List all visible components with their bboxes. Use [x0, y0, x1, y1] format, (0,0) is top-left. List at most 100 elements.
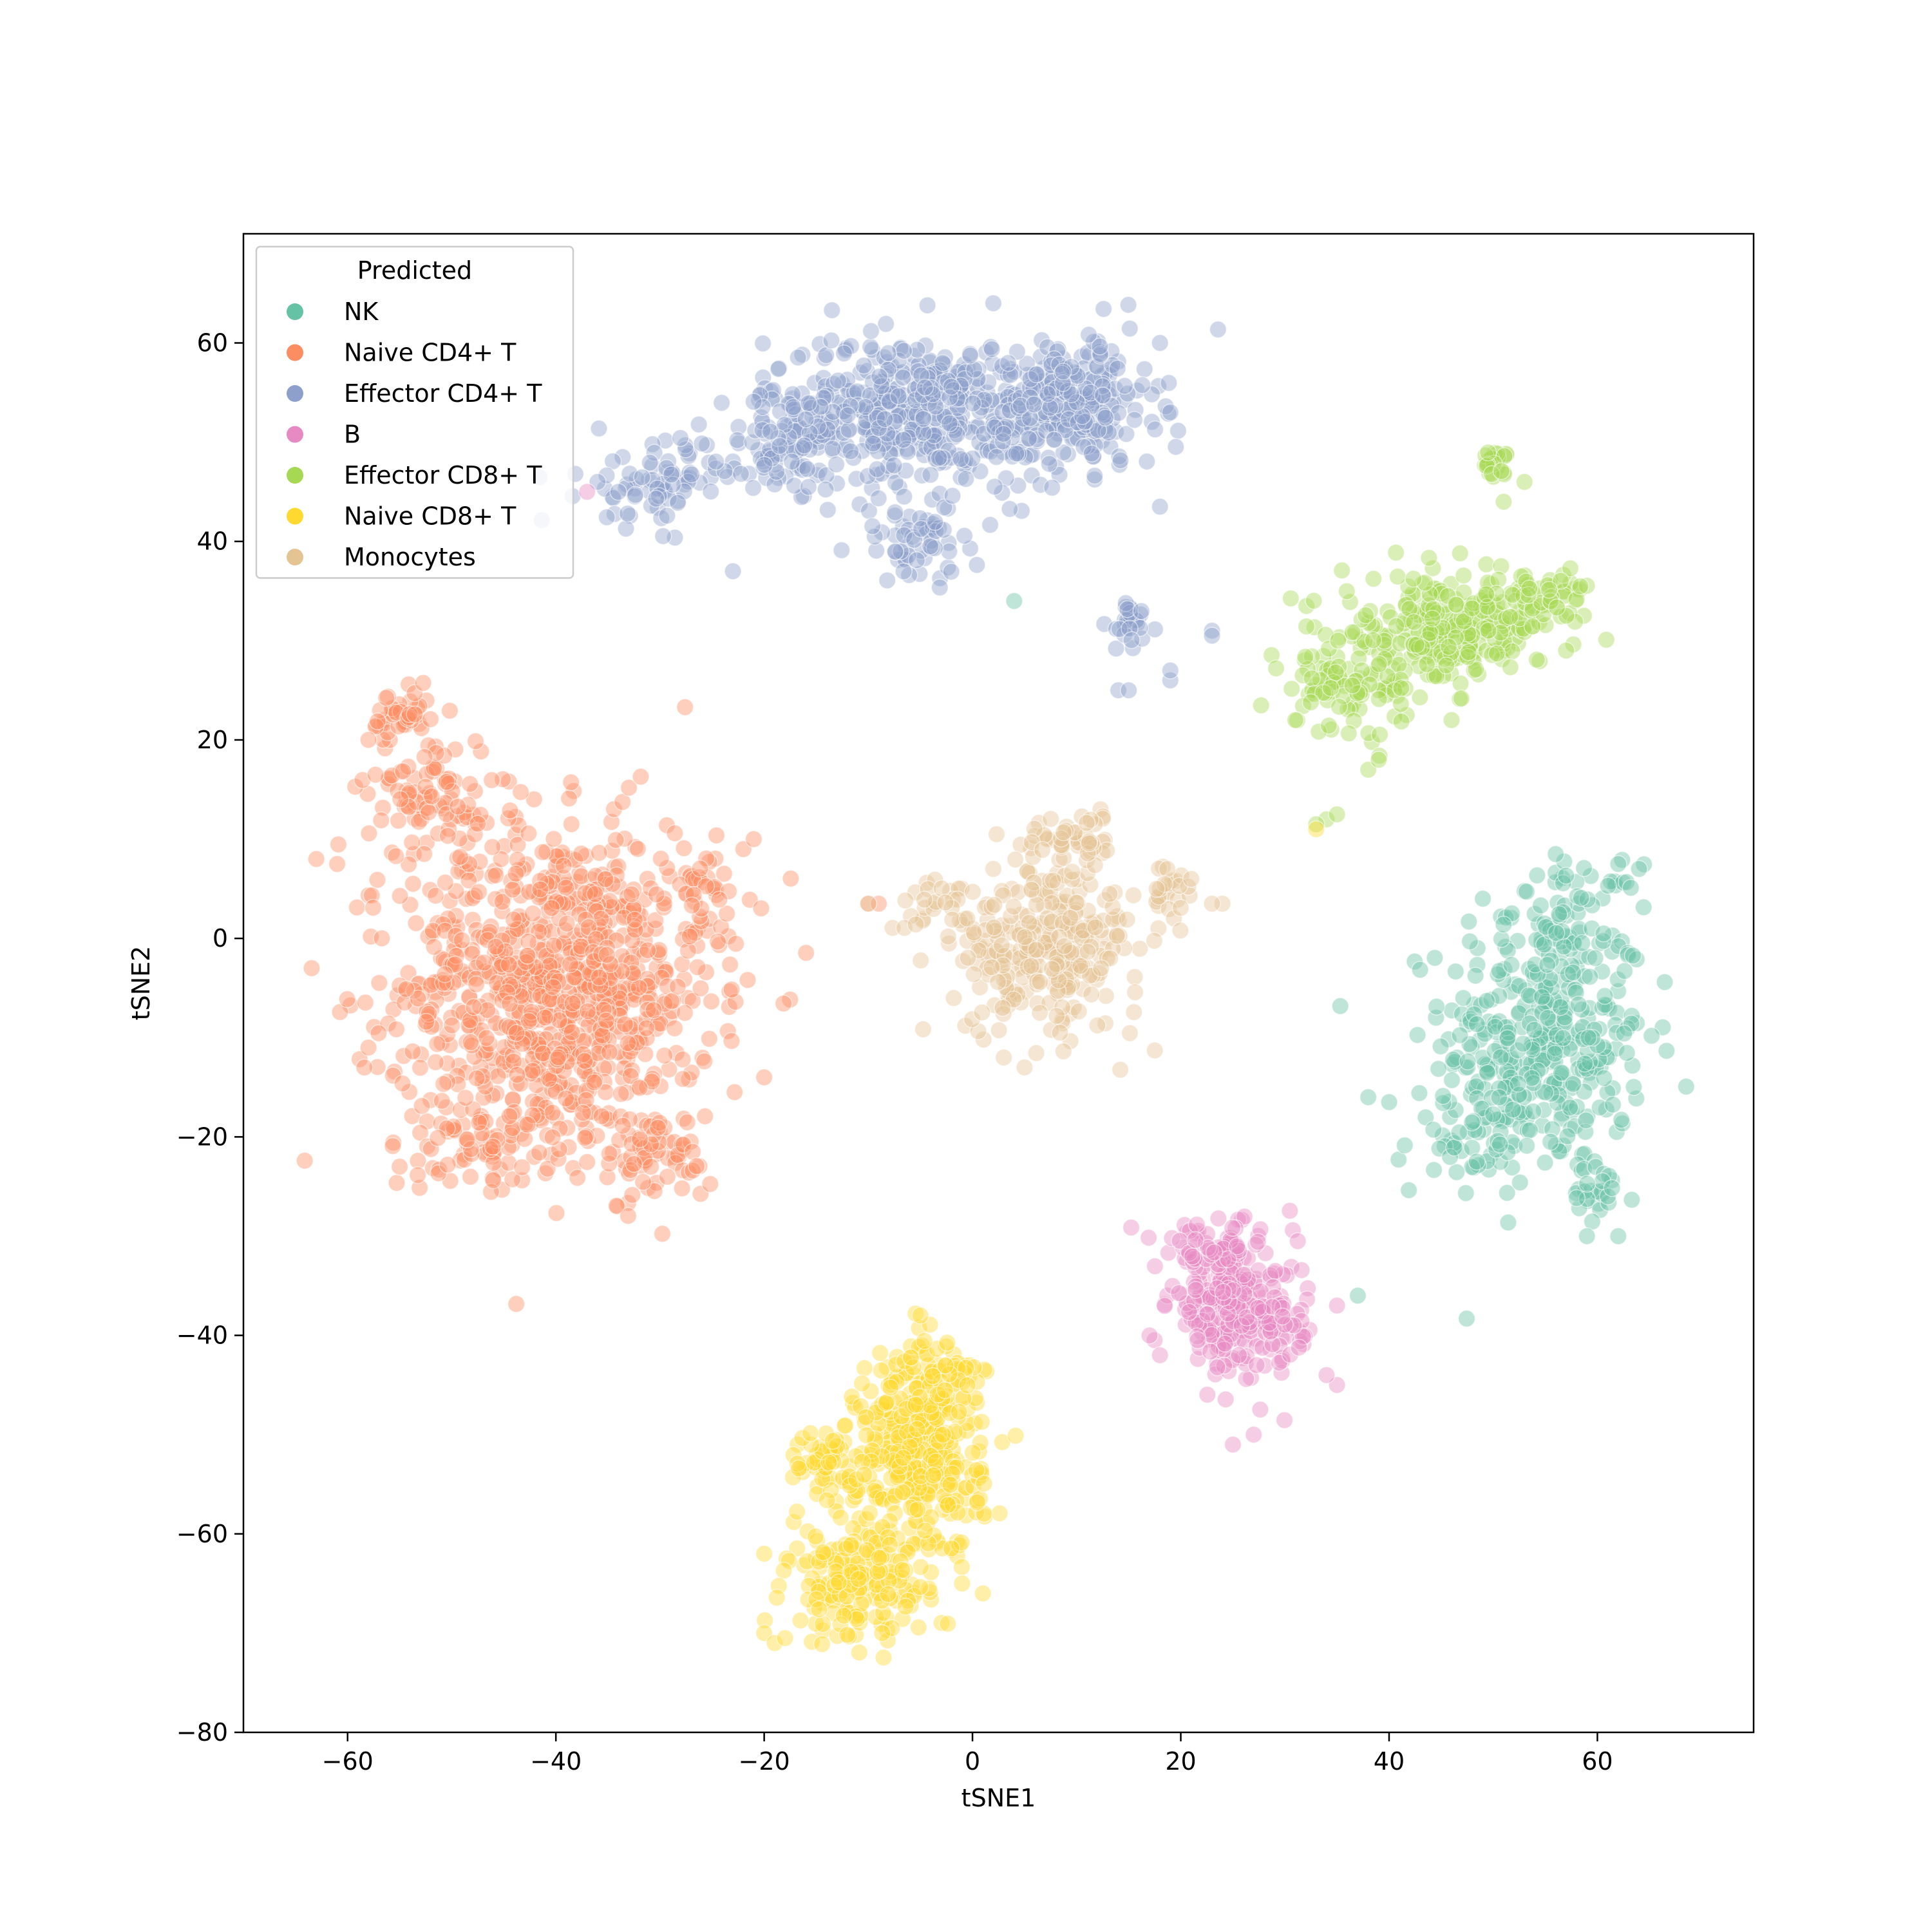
data-point — [1502, 909, 1520, 927]
data-point — [972, 1413, 991, 1431]
data-point — [1387, 617, 1405, 636]
data-point — [1503, 642, 1521, 661]
data-point — [984, 294, 1003, 312]
data-point — [1125, 1003, 1143, 1021]
data-point — [1327, 663, 1345, 681]
data-point — [744, 478, 762, 497]
data-point — [463, 889, 482, 907]
data-point — [1244, 1425, 1263, 1444]
data-point — [1005, 592, 1023, 610]
data-point — [665, 1019, 684, 1037]
data-point — [939, 1615, 957, 1633]
data-point — [1318, 1366, 1336, 1384]
data-point — [1463, 1038, 1481, 1056]
data-point — [391, 887, 409, 905]
data-point — [1510, 1004, 1528, 1023]
legend-marker — [287, 385, 303, 402]
data-point — [1542, 979, 1560, 997]
data-point — [707, 826, 726, 844]
data-point — [622, 885, 641, 904]
data-point — [1546, 845, 1565, 863]
data-point — [1167, 438, 1185, 456]
data-point — [987, 825, 1006, 844]
data-point — [1151, 1346, 1169, 1365]
data-point — [1434, 1087, 1452, 1105]
data-point — [629, 840, 647, 858]
data-point — [587, 867, 605, 885]
data-point — [507, 1024, 526, 1042]
data-point — [1575, 859, 1593, 877]
legend-label: Naive CD4+ T — [344, 339, 516, 367]
data-point — [500, 1107, 518, 1125]
data-point — [797, 410, 815, 428]
data-point — [368, 871, 386, 889]
data-point — [578, 1153, 596, 1171]
data-point — [1477, 585, 1495, 603]
data-point — [1349, 1287, 1367, 1305]
data-point — [415, 748, 433, 766]
data-point — [637, 1019, 656, 1037]
data-point — [1141, 1326, 1159, 1345]
data-point — [1564, 963, 1582, 981]
data-point — [372, 811, 390, 829]
data-point — [755, 1544, 773, 1563]
data-point — [388, 1174, 406, 1192]
data-point — [1054, 1042, 1073, 1061]
y-tick-label: −40 — [176, 1321, 228, 1350]
data-point — [461, 1168, 480, 1186]
data-point — [558, 1119, 576, 1137]
data-point — [959, 949, 977, 967]
data-point — [939, 927, 958, 945]
data-point — [683, 465, 701, 484]
data-point — [458, 1130, 477, 1149]
data-point — [387, 1020, 406, 1038]
data-point — [931, 578, 949, 597]
y-axis-label: tSNE2 — [127, 946, 155, 1021]
data-point — [873, 1624, 891, 1642]
data-point — [1642, 1027, 1661, 1045]
data-point — [647, 489, 665, 508]
data-point — [1634, 898, 1653, 916]
data-point — [620, 779, 638, 797]
data-point — [1520, 1121, 1539, 1139]
data-point — [1041, 810, 1060, 828]
data-point — [1522, 1069, 1541, 1087]
data-point — [739, 971, 757, 989]
data-point — [567, 1083, 585, 1102]
data-point — [1092, 959, 1110, 978]
y-tick-label: −60 — [176, 1520, 228, 1548]
data-point — [449, 1075, 467, 1094]
data-point — [1583, 896, 1602, 914]
data-point — [1180, 1303, 1198, 1321]
data-point — [426, 1053, 445, 1072]
data-point — [1392, 712, 1410, 731]
data-point — [1492, 930, 1511, 948]
data-point — [1549, 1086, 1568, 1104]
data-point — [537, 947, 556, 965]
data-point — [1533, 1003, 1551, 1021]
data-point — [411, 1059, 430, 1077]
data-point — [942, 1539, 961, 1558]
series-monocytes — [859, 800, 1231, 1079]
data-point — [384, 1000, 402, 1019]
data-point — [1425, 1121, 1443, 1139]
data-point — [1115, 377, 1134, 395]
data-point — [945, 989, 963, 1007]
data-point — [1370, 690, 1388, 708]
data-point — [985, 896, 1003, 914]
data-point — [1249, 1233, 1267, 1251]
data-point — [366, 766, 384, 784]
data-point — [1247, 1356, 1266, 1374]
data-point — [1536, 1083, 1555, 1102]
data-point — [424, 1159, 442, 1177]
data-point — [985, 477, 1004, 496]
legend-label: B — [344, 421, 361, 449]
data-point — [1451, 1026, 1469, 1045]
data-point — [572, 844, 591, 863]
data-point — [547, 1204, 565, 1222]
data-point — [838, 406, 857, 424]
data-point — [1275, 1411, 1294, 1429]
data-point — [1343, 676, 1361, 695]
data-point — [1356, 606, 1375, 625]
data-point — [1320, 716, 1338, 735]
